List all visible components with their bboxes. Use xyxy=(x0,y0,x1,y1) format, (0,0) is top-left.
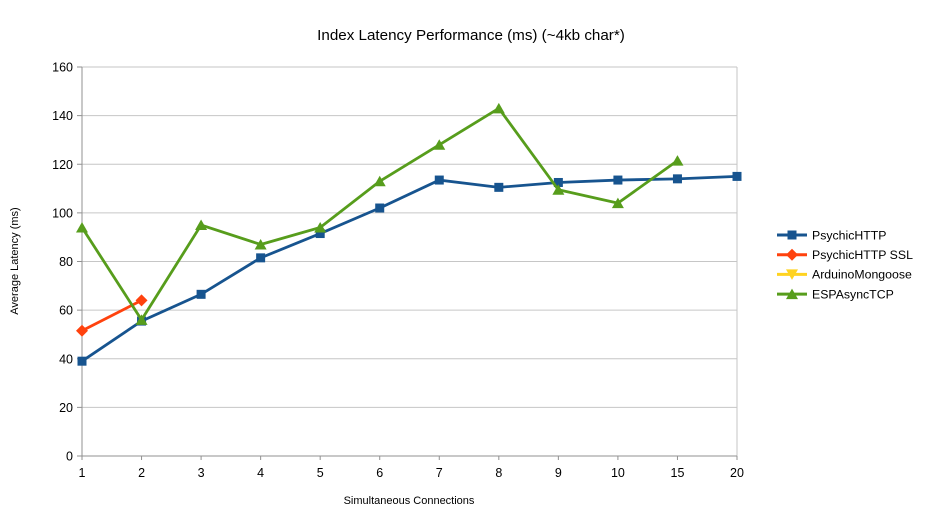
legend-marker-triangle-down-icon xyxy=(786,269,798,280)
y-axis-label: Average Latency (ms) xyxy=(9,207,21,314)
y-tick-label: 0 xyxy=(66,450,73,464)
data-point-marker xyxy=(492,102,505,114)
legend: PsychicHTTP PsychicHTTP SSL ArduinoMongoos… xyxy=(777,228,913,301)
data-point-marker xyxy=(314,221,327,233)
data-point-marker xyxy=(196,289,206,299)
data-point-marker xyxy=(76,221,88,233)
y-tick-label: 20 xyxy=(59,401,73,415)
legend-item: PsychicHTTP xyxy=(777,228,886,242)
x-tick-label: 2 xyxy=(138,466,145,480)
x-tick-label: 10 xyxy=(611,466,625,480)
data-point-marker xyxy=(135,314,148,325)
data-point-marker xyxy=(434,175,444,185)
legend-label: ArduinoMongoose xyxy=(812,268,912,282)
y-tick-label: 100 xyxy=(52,206,73,220)
x-axis-label: Simultaneous Connections xyxy=(344,495,475,507)
data-point-marker xyxy=(552,184,565,195)
legend-item: ESPAsyncTCP xyxy=(777,287,894,301)
series-line-espasynctcp xyxy=(80,106,679,323)
data-point-marker xyxy=(315,229,325,239)
x-tick-label: 9 xyxy=(555,466,562,480)
y-tick-label: 140 xyxy=(52,109,73,123)
axis-layer: 0 20 40 60 80 100 120 140 160 1 2 3 4 5 6 7 8 9 10 15 20 xyxy=(52,61,744,481)
y-tick-label: 80 xyxy=(59,255,73,269)
x-tick-label: 20 xyxy=(730,466,744,480)
legend-item: PsychicHTTP SSL xyxy=(777,248,913,262)
data-point-marker xyxy=(373,175,386,187)
y-tick-label: 120 xyxy=(52,158,73,172)
data-point-marker xyxy=(611,197,624,209)
y-tick-label: 160 xyxy=(52,61,73,75)
x-tick-label: 3 xyxy=(198,466,205,480)
x-tick-label: 15 xyxy=(671,466,685,480)
x-tick-label: 8 xyxy=(495,466,502,480)
chart-title: Index Latency Performance (ms) (~4kb cha… xyxy=(317,27,625,44)
x-tick-label: 5 xyxy=(317,466,324,480)
data-point-marker xyxy=(553,177,563,187)
legend-item: ArduinoMongoose xyxy=(777,268,912,282)
legend-marker-square-icon xyxy=(787,230,797,240)
data-point-marker xyxy=(254,238,267,250)
data-point-marker xyxy=(77,356,87,366)
x-tick-label: 1 xyxy=(79,466,86,480)
data-point-marker xyxy=(494,182,504,192)
x-tick-label: 6 xyxy=(376,466,383,480)
data-point-marker xyxy=(671,155,684,166)
data-point-marker xyxy=(672,174,682,184)
legend-label: PsychicHTTP xyxy=(812,228,886,242)
data-point-marker xyxy=(256,253,266,263)
y-tick-label: 60 xyxy=(59,304,73,318)
legend-label: PsychicHTTP SSL xyxy=(812,248,913,262)
grid-layer xyxy=(82,66,738,457)
legend-marker-diamond-icon xyxy=(786,248,798,261)
x-tick-label: 7 xyxy=(436,466,443,480)
series-layer xyxy=(76,102,742,366)
series-line-psychichttp xyxy=(81,175,738,363)
data-point-marker xyxy=(732,171,742,181)
data-point-marker xyxy=(375,203,385,213)
data-point-marker xyxy=(76,324,88,337)
legend-marker-triangle-up-icon xyxy=(786,288,798,300)
data-point-marker xyxy=(613,175,623,185)
data-point-marker xyxy=(195,219,208,231)
y-tick-label: 40 xyxy=(59,352,73,366)
legend-label: ESPAsyncTCP xyxy=(812,287,894,301)
data-point-marker xyxy=(135,294,148,307)
x-tick-label: 4 xyxy=(257,466,264,480)
data-point-marker xyxy=(433,139,446,150)
